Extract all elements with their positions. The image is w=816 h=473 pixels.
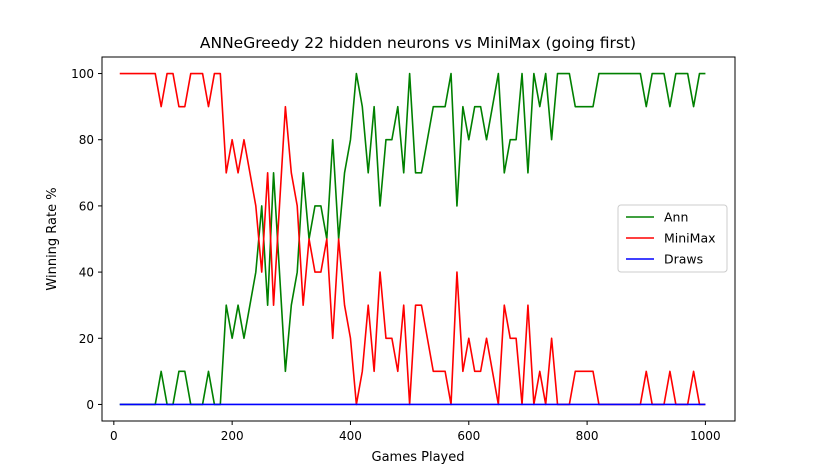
legend-label-minimax: MiniMax [664, 231, 716, 246]
plot-area [101, 56, 736, 422]
x-tick-label: 800 [576, 429, 599, 443]
plot-frame [101, 56, 736, 422]
x-tick-label: 200 [221, 429, 244, 443]
x-tick-label: 600 [457, 429, 480, 443]
y-tick-label: 40 [79, 266, 94, 280]
y-tick-label: 80 [79, 133, 94, 147]
legend-label-draws: Draws [664, 252, 703, 267]
y-tick-label: 60 [79, 199, 94, 213]
legend: Ann MiniMax Draws [617, 204, 728, 273]
y-tick-label: 20 [79, 332, 94, 346]
y-axis-ticks: 0 20 40 60 80 100 [71, 67, 102, 412]
x-tick-label: 1000 [690, 429, 721, 443]
x-tick-label: 0 [110, 429, 118, 443]
x-axis-label: Games Played [372, 450, 465, 465]
legend-label-ann: Ann [664, 210, 688, 225]
y-tick-label: 0 [86, 398, 94, 412]
y-tick-label: 100 [71, 67, 94, 81]
x-axis-ticks: 0 200 400 600 800 1000 [110, 421, 721, 443]
chart-title: ANNeGreedy 22 hidden neurons vs MiniMax … [200, 34, 636, 52]
x-tick-label: 400 [339, 429, 362, 443]
legend-box [617, 204, 728, 273]
y-axis-label: Winning Rate % [45, 187, 60, 290]
